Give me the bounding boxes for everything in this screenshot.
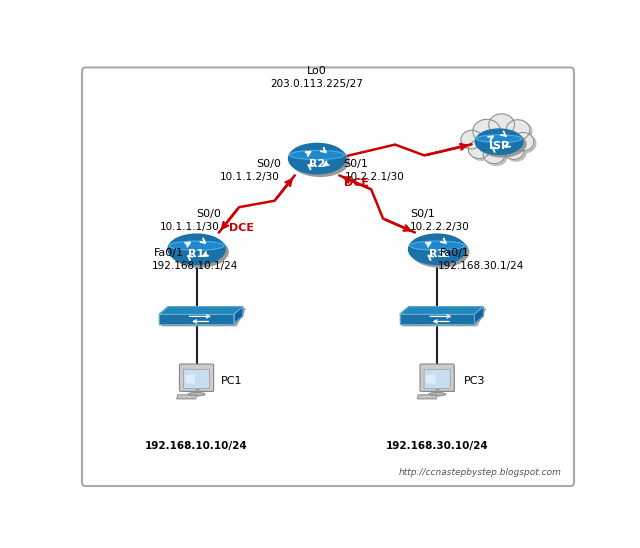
Ellipse shape xyxy=(171,237,228,267)
Text: PC1: PC1 xyxy=(221,376,243,386)
Circle shape xyxy=(468,140,490,158)
Text: 10.2.2.1/30: 10.2.2.1/30 xyxy=(344,172,404,182)
FancyBboxPatch shape xyxy=(179,364,214,391)
Text: S0/0: S0/0 xyxy=(196,208,221,219)
Text: 203.0.113.225/27: 203.0.113.225/27 xyxy=(271,79,364,89)
Text: DCE: DCE xyxy=(344,178,369,188)
Text: S0/0: S0/0 xyxy=(256,159,281,169)
Ellipse shape xyxy=(476,129,523,155)
Circle shape xyxy=(470,142,492,160)
Circle shape xyxy=(485,147,507,165)
FancyBboxPatch shape xyxy=(424,369,450,389)
Circle shape xyxy=(506,120,530,140)
Polygon shape xyxy=(234,307,243,323)
Text: Fa0/1: Fa0/1 xyxy=(440,248,470,258)
Polygon shape xyxy=(159,307,243,315)
Text: R2: R2 xyxy=(309,159,325,169)
Polygon shape xyxy=(400,307,483,315)
Ellipse shape xyxy=(168,234,225,265)
Ellipse shape xyxy=(289,144,346,174)
Ellipse shape xyxy=(429,392,445,396)
Ellipse shape xyxy=(476,135,522,142)
Text: PC3: PC3 xyxy=(463,376,485,386)
Text: 192.168.30.10/24: 192.168.30.10/24 xyxy=(386,441,488,450)
Circle shape xyxy=(512,133,534,151)
FancyBboxPatch shape xyxy=(184,369,210,389)
Text: http://ccnastepbystep.blogspot.com: http://ccnastepbystep.blogspot.com xyxy=(398,468,561,477)
Text: R3: R3 xyxy=(429,249,445,259)
Polygon shape xyxy=(417,395,437,399)
Text: Fa0/1: Fa0/1 xyxy=(154,248,184,258)
Text: S0/1: S0/1 xyxy=(410,208,435,219)
Polygon shape xyxy=(403,309,486,326)
Polygon shape xyxy=(162,309,245,326)
FancyBboxPatch shape xyxy=(426,375,436,384)
Ellipse shape xyxy=(410,241,465,250)
Polygon shape xyxy=(177,395,196,399)
Text: 192.168.10.1/24: 192.168.10.1/24 xyxy=(152,261,238,271)
FancyBboxPatch shape xyxy=(420,364,454,391)
Circle shape xyxy=(504,142,524,159)
Polygon shape xyxy=(400,315,474,323)
Ellipse shape xyxy=(291,146,349,176)
Circle shape xyxy=(461,130,483,149)
Ellipse shape xyxy=(408,234,466,265)
Text: ISP: ISP xyxy=(489,141,509,151)
Ellipse shape xyxy=(290,150,344,159)
Circle shape xyxy=(475,121,502,145)
Circle shape xyxy=(483,145,505,164)
Text: 192.168.10.10/24: 192.168.10.10/24 xyxy=(145,441,248,450)
Text: Lo0: Lo0 xyxy=(307,66,327,76)
Circle shape xyxy=(508,122,532,142)
Ellipse shape xyxy=(412,237,468,267)
Text: 10.2.2.2/30: 10.2.2.2/30 xyxy=(410,222,470,232)
FancyBboxPatch shape xyxy=(183,367,214,392)
Circle shape xyxy=(463,132,484,151)
Ellipse shape xyxy=(188,392,205,396)
Text: 10.1.1.1/30: 10.1.1.1/30 xyxy=(160,222,220,232)
Circle shape xyxy=(514,134,536,153)
Circle shape xyxy=(489,114,515,136)
FancyBboxPatch shape xyxy=(424,367,455,392)
Text: DCE: DCE xyxy=(229,223,254,233)
Circle shape xyxy=(473,119,500,143)
Ellipse shape xyxy=(169,241,224,250)
Polygon shape xyxy=(474,307,483,323)
Text: S0/1: S0/1 xyxy=(343,159,368,169)
FancyBboxPatch shape xyxy=(186,375,195,384)
FancyBboxPatch shape xyxy=(82,67,574,486)
Circle shape xyxy=(506,144,526,161)
Text: 10.1.1.2/30: 10.1.1.2/30 xyxy=(220,172,280,182)
Polygon shape xyxy=(159,315,234,323)
Circle shape xyxy=(491,116,516,138)
Text: 192.168.30.1/24: 192.168.30.1/24 xyxy=(438,261,525,271)
Ellipse shape xyxy=(478,132,526,157)
Text: R1: R1 xyxy=(188,249,205,259)
